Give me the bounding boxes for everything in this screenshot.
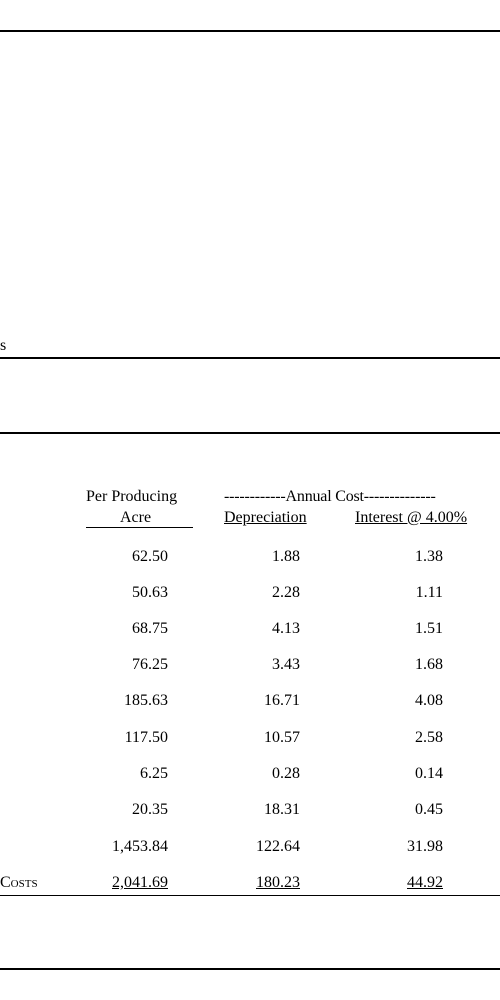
acre-cell: 50.63: [132, 584, 168, 601]
header-per-producing: Per Producing: [86, 488, 178, 505]
acre-cell: 62.50: [132, 548, 168, 565]
acre-cell: 185.63: [124, 692, 168, 709]
header-acre: Acre: [120, 509, 152, 526]
acre-cell: 20.35: [132, 801, 168, 818]
header-depreciation: Depreciation: [224, 509, 307, 526]
interest-cell: 0.45: [415, 801, 443, 818]
top-rule: [0, 30, 500, 32]
cut-off-label: s: [0, 337, 7, 354]
interest-cell: 1.38: [415, 548, 443, 565]
header-annual-cost: ------------Annual Cost--------------: [224, 488, 436, 505]
interest-cell: 31.98: [407, 838, 443, 855]
acre-cell: 1,453.84: [112, 838, 168, 855]
depreciation-cell: 122.64: [256, 838, 300, 855]
total-interest-cell: 44.92: [407, 874, 443, 891]
interest-cell: 1.68: [415, 656, 443, 673]
interest-cell: 0.14: [415, 765, 443, 782]
section-rule: [0, 357, 500, 359]
header-interest: Interest @ 4.00%: [355, 509, 468, 526]
interest-cell: 2.58: [415, 729, 443, 746]
acre-cell: 117.50: [124, 729, 168, 746]
total-acre-cell: 2,041.69: [112, 874, 168, 891]
interest-cell: 1.51: [415, 620, 443, 637]
depreciation-cell: 18.31: [264, 801, 300, 818]
depreciation-cell: 10.57: [264, 729, 300, 746]
depreciation-cell: 16.71: [264, 692, 300, 709]
interest-cell: 1.11: [415, 584, 443, 601]
depreciation-cell: 1.88: [272, 548, 300, 565]
acre-cell: 76.25: [132, 656, 168, 673]
depreciation-cell: 2.28: [272, 584, 300, 601]
acre-cell: 68.75: [132, 620, 168, 637]
total-underline-rule: [0, 895, 500, 896]
table-top-rule: [0, 432, 500, 434]
interest-cell: 4.08: [415, 692, 443, 709]
bottom-rule: [0, 968, 500, 970]
depreciation-cell: 4.13: [272, 620, 300, 637]
total-label: Costs: [0, 874, 38, 891]
depreciation-cell: 0.28: [272, 765, 300, 782]
header-acre-underline: [86, 527, 193, 528]
total-depreciation-cell: 180.23: [256, 874, 300, 891]
depreciation-cell: 3.43: [272, 656, 300, 673]
acre-cell: 6.25: [140, 765, 168, 782]
